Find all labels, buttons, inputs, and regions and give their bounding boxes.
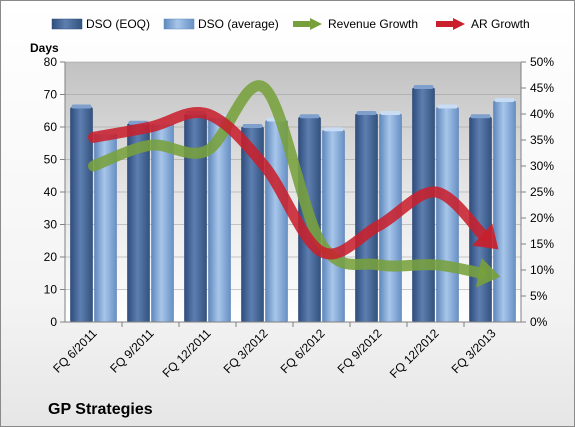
bar-cap-dso-average	[323, 127, 344, 132]
bar-dso-eoq	[184, 113, 207, 323]
growth-lines	[88, 80, 501, 288]
x-axis-ticks: FQ 6/2011 FQ 9/2011 FQ 12/2011 FQ 3/2012 FQ …	[50, 326, 499, 381]
bar-cap-dso-eoq	[299, 114, 320, 119]
bar-dso-average	[265, 120, 288, 323]
line-ar-growth	[88, 107, 490, 260]
y2-tick-label: 0%	[530, 315, 548, 329]
chart-caption: GP Strategies	[48, 401, 153, 418]
legend-swatch-dso-average	[163, 18, 195, 30]
y2-tick-label: 40%	[530, 107, 554, 121]
y-tick-label: 10	[44, 283, 58, 297]
bar-dso-average	[436, 107, 459, 323]
y-tick-label: 70	[44, 88, 58, 102]
x-tick-label: FQ 3/2013	[449, 326, 499, 376]
y2-tick-label: 5%	[530, 289, 548, 303]
x-tick-label: FQ 9/2011	[107, 326, 157, 376]
x-tick-label: FQ 6/2011	[50, 326, 100, 376]
legend: DSO (EOQ) DSO (average) Revenue Growth A…	[51, 17, 530, 31]
x-tick-label: FQ 12/2011	[160, 326, 214, 380]
y2-tick-label: 15%	[530, 237, 554, 251]
y-tick-label: 50	[44, 153, 58, 167]
legend-swatch-dso-eoq	[51, 18, 83, 30]
bar-dso-eoq	[355, 113, 378, 323]
bar-cap-dso-eoq	[71, 104, 92, 109]
y2-tick-label: 25%	[530, 185, 554, 199]
legend-swatch-revenue-growth	[293, 18, 322, 30]
bar-cap-dso-average	[380, 111, 401, 115]
y2-tick-label: 20%	[530, 211, 554, 225]
x-tick-label: FQ 6/2012	[278, 326, 328, 376]
right-axis-ticks: 0% 5% 10% 15% 20% 25% 30% 35% 40% 45% 50%	[521, 55, 554, 329]
y2-tick-label: 35%	[530, 133, 554, 147]
y2-tick-label: 10%	[530, 263, 554, 277]
legend-label-dso-eoq: DSO (EOQ)	[86, 17, 150, 31]
y-axis-label: Days	[30, 41, 59, 55]
legend-swatch-ar-growth	[436, 18, 465, 30]
left-axis-ticks: 0 10 20 30 40 50 60 70 80	[44, 55, 65, 329]
bar-dso-average	[493, 100, 516, 323]
bar-cap-dso-eoq	[470, 114, 491, 119]
line-revenue-growth	[88, 80, 487, 279]
y-tick-label: 60	[44, 120, 58, 134]
bar-dso-average	[322, 129, 345, 323]
legend-label-revenue-growth: Revenue Growth	[328, 17, 418, 31]
arrowhead-ar-growth	[472, 223, 499, 250]
legend-label-ar-growth: AR Growth	[471, 17, 530, 31]
legend-label-dso-average: DSO (average)	[198, 17, 279, 31]
y-tick-label: 0	[50, 315, 57, 329]
bar-cap-dso-average	[437, 104, 458, 109]
y2-tick-label: 50%	[530, 55, 554, 69]
bar-cap-dso-average	[494, 98, 515, 102]
y2-tick-label: 30%	[530, 159, 554, 173]
y-tick-label: 40	[44, 185, 58, 199]
x-tick-label: FQ 3/2012	[221, 326, 271, 376]
arrowhead-revenue-growth	[476, 257, 501, 288]
x-tick-label: FQ 12/2012	[387, 326, 442, 381]
bar-cap-dso-eoq	[242, 124, 263, 128]
bar-cap-dso-eoq	[413, 85, 434, 89]
y-tick-label: 80	[44, 55, 58, 69]
y-tick-label: 20	[44, 250, 58, 264]
x-tick-label: FQ 9/2012	[335, 326, 385, 376]
bar-dso-average	[151, 123, 174, 323]
y2-tick-label: 45%	[530, 81, 554, 95]
bar-cap-dso-eoq	[356, 111, 377, 115]
y-tick-label: 30	[44, 218, 58, 232]
